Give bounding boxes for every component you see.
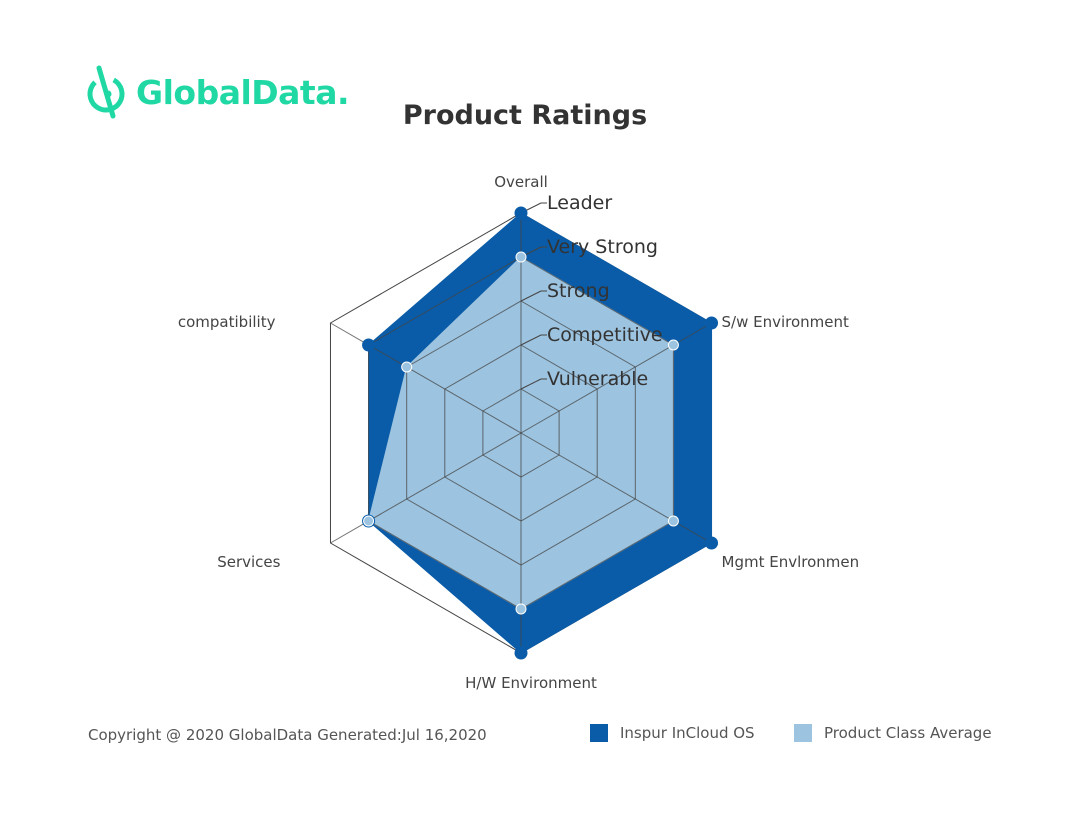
copyright-text: Copyright @ 2020 GlobalData Generated:Ju…	[88, 726, 487, 744]
axis-label-2: Mgmt Envlronmen	[722, 553, 860, 571]
level-label-2: Strong	[547, 280, 610, 302]
level-label-3: Very Strong	[547, 236, 658, 258]
grid-spoke-1	[520, 322, 712, 434]
legend-swatch-inspur	[590, 724, 608, 742]
series-point-0-0	[514, 206, 528, 220]
level-label-1: Competitive	[547, 324, 663, 346]
axis-label-5: compatibility	[178, 313, 276, 331]
legend-item-class-average: Product Class Average	[794, 724, 992, 742]
radar-labels: Vulnerable Competitive Strong Very Strong Le…	[178, 173, 859, 692]
series-point-0-5	[362, 338, 376, 352]
level-label-4: Leader	[547, 192, 612, 214]
legend-label-class-average: Product Class Average	[824, 724, 992, 742]
axis-label-4: Services	[217, 553, 280, 571]
series-point-1-5	[401, 361, 413, 373]
series-point-1-4	[363, 515, 375, 527]
level-label-0: Vulnerable	[547, 368, 648, 390]
grid-spoke-4	[330, 432, 522, 544]
logo-wordmark: GlobalData.	[136, 72, 350, 112]
globaldata-logo-icon	[87, 65, 125, 119]
axis-label-3: H/W Environment	[465, 674, 597, 692]
level-tick-1	[520, 334, 542, 346]
series-point-1-2	[667, 515, 679, 527]
legend-label-inspur: Inspur InCloud OS	[620, 724, 755, 742]
radar-series	[330, 212, 713, 654]
globaldata-logo: GlobalData.	[86, 64, 350, 120]
chart-title: Product Ratings	[402, 100, 648, 131]
series-point-0-2	[705, 536, 719, 550]
legend-swatch-class-average	[794, 724, 812, 742]
series-point-0-1	[705, 316, 719, 330]
axis-label-1: S/w Environment	[722, 313, 850, 331]
axis-label-0: Overall	[494, 173, 548, 191]
level-tick-2	[520, 290, 542, 302]
series-point-1-3	[515, 603, 527, 615]
level-tick-0	[520, 378, 542, 390]
series-point-1-0	[515, 251, 527, 263]
grid-spoke-2	[520, 432, 712, 544]
series-point-1-1	[667, 339, 679, 351]
legend-item-inspur: Inspur InCloud OS	[590, 724, 755, 742]
series-point-0-3	[514, 646, 528, 660]
grid-spoke-5	[330, 322, 522, 434]
